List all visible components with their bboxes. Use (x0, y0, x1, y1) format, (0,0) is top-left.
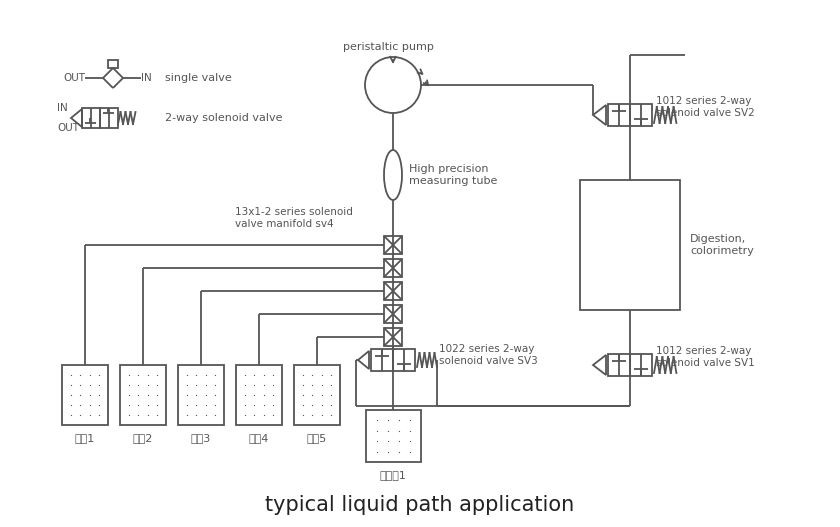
Bar (82, 108, 100, 128)
Text: peristaltic pump: peristaltic pump (343, 42, 434, 52)
Text: 2-way solenoid valve: 2-way solenoid valve (165, 113, 282, 123)
Bar (630, 354, 652, 376)
Text: Digestion,
colorimetry: Digestion, colorimetry (690, 234, 753, 256)
Bar (236, 365, 282, 425)
Text: OUT: OUT (63, 73, 85, 83)
Bar (365, 410, 421, 462)
Text: 液符1: 液符1 (75, 433, 95, 443)
Text: single valve: single valve (165, 73, 232, 83)
Text: High precision
measuring tube: High precision measuring tube (409, 164, 497, 186)
Text: 废液符1: 废液符1 (380, 470, 407, 480)
Bar (294, 365, 340, 425)
Bar (384, 328, 402, 346)
Text: IN: IN (57, 103, 68, 113)
Text: 1012 series 2-way
solenoid valve SV2: 1012 series 2-way solenoid valve SV2 (656, 96, 755, 118)
Text: typical liquid path application: typical liquid path application (265, 495, 575, 515)
Text: OUT: OUT (57, 123, 79, 133)
Bar (608, 354, 630, 376)
Text: IN: IN (141, 73, 152, 83)
Bar (384, 282, 402, 300)
Bar (630, 104, 652, 126)
Text: 1022 series 2-way
solenoid valve SV3: 1022 series 2-way solenoid valve SV3 (439, 344, 538, 366)
Text: 13x1-2 series solenoid
valve manifold sv4: 13x1-2 series solenoid valve manifold sv… (235, 207, 353, 229)
Text: 液符3: 液符3 (191, 433, 211, 443)
Bar (108, 60, 118, 68)
Text: 液符5: 液符5 (307, 433, 327, 443)
Bar (371, 349, 393, 371)
Bar (384, 236, 402, 254)
Bar (393, 349, 415, 371)
Bar (608, 104, 630, 126)
Bar (384, 305, 402, 323)
Text: 液符2: 液符2 (133, 433, 153, 443)
Bar (120, 365, 166, 425)
Text: 1012 series 2-way
solenoid valve SV1: 1012 series 2-way solenoid valve SV1 (656, 346, 755, 368)
Bar (178, 365, 224, 425)
Bar (100, 108, 118, 128)
Text: 液符4: 液符4 (249, 433, 269, 443)
Bar (580, 180, 680, 310)
Bar (62, 365, 108, 425)
Bar (384, 259, 402, 277)
